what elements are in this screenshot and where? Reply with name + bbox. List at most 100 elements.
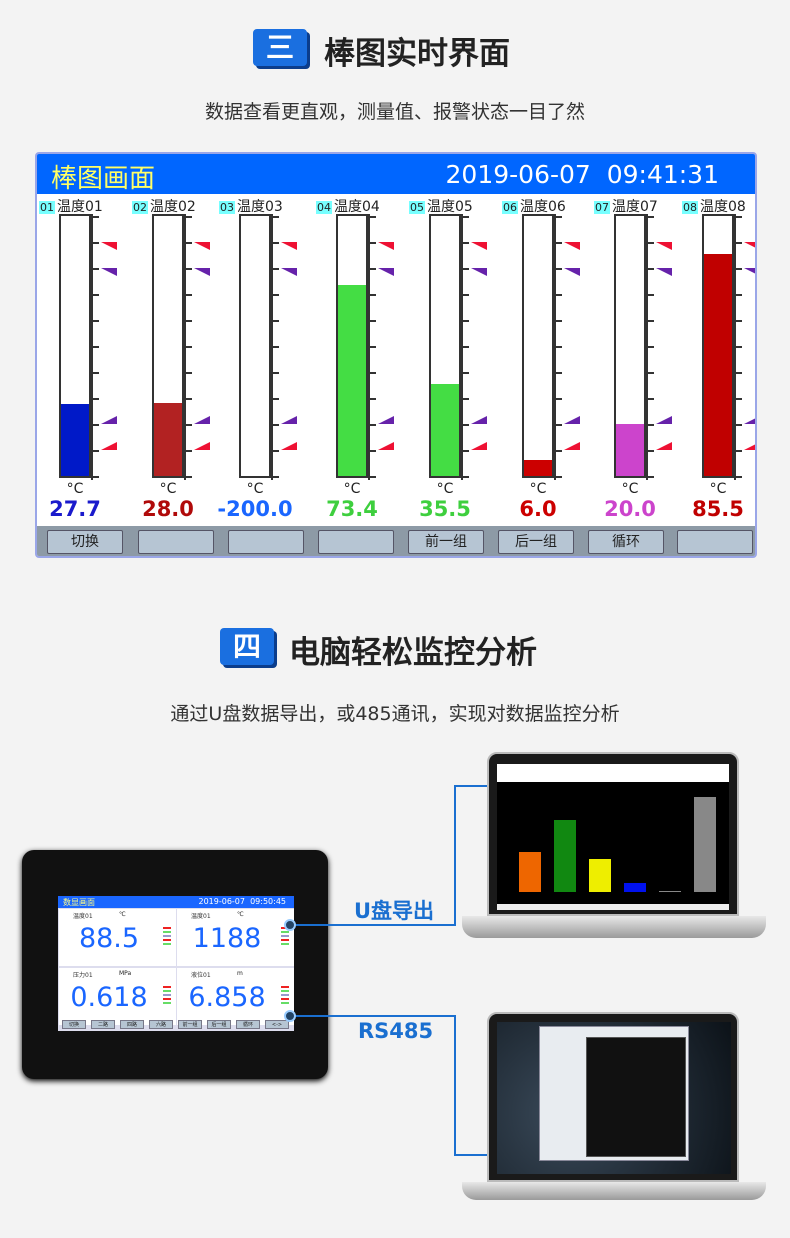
alarm-flag-icon <box>101 268 117 276</box>
bar-axis <box>734 214 736 480</box>
screen-button[interactable]: 切换 <box>47 530 123 554</box>
screen-button-blank[interactable] <box>318 530 394 554</box>
bar-tick <box>93 242 99 244</box>
alarm-indicator-icon <box>281 927 289 947</box>
bar-tick <box>93 476 99 478</box>
bar-tick <box>273 450 279 452</box>
bar-tick <box>463 268 469 270</box>
rs485-link-line <box>454 1154 490 1156</box>
bar-tick <box>93 346 99 348</box>
screen-button-blank[interactable] <box>138 530 214 554</box>
software-bar <box>519 852 541 892</box>
bar-tick <box>648 216 654 218</box>
software-bar <box>554 820 576 892</box>
alarm-flag-icon <box>378 268 394 276</box>
channel-value: 6.0 <box>519 497 557 521</box>
bar-tick <box>273 268 279 270</box>
channel-tag: 01 <box>39 201 55 214</box>
bar-fill <box>616 424 644 476</box>
device-button[interactable]: 六路 <box>149 1020 173 1029</box>
screen-button[interactable]: 后一组 <box>498 530 574 554</box>
alarm-flag-icon <box>281 268 297 276</box>
bar-tick <box>736 294 742 296</box>
bar-tick <box>463 398 469 400</box>
channel-value: 73.4 <box>326 497 378 521</box>
bar-tick <box>370 216 376 218</box>
bar-tick <box>186 424 192 426</box>
device-button[interactable]: <-> <box>265 1020 289 1029</box>
channel-tag: 02 <box>132 201 148 214</box>
software-tabs <box>497 904 729 910</box>
screen-button[interactable]: 前一组 <box>408 530 484 554</box>
device-button[interactable]: 四路 <box>120 1020 144 1029</box>
screen-datetime: 2019-06-07 09:41:31 <box>445 160 719 189</box>
bar-tick <box>186 294 192 296</box>
bar-tick <box>556 268 562 270</box>
device-button[interactable]: 切换 <box>62 1020 86 1029</box>
connector-dot <box>284 1010 296 1022</box>
section-subtitle: 通过U盘数据导出，或485通讯，实现对数据监控分析 <box>170 703 620 725</box>
software-window <box>539 1026 689 1161</box>
bar-tick <box>463 424 469 426</box>
usb-link-line <box>454 785 456 926</box>
laptop-base <box>462 1182 766 1200</box>
bar-tick <box>370 294 376 296</box>
alarm-flag-icon <box>281 242 297 250</box>
section-badge: 三 <box>253 29 307 66</box>
bar-tube <box>429 214 487 480</box>
alarm-flag-icon <box>194 442 210 450</box>
bar-tick <box>273 476 279 478</box>
device-screen: 数显画面 2019-06-07 09:50:45 温度01 ℃ 88.5 温度01 ℃… <box>58 896 294 1031</box>
button-bar: 切换 前一组 后一组 循环 <box>37 526 755 556</box>
channel-name: 温度05 <box>427 199 473 215</box>
bar-fill <box>704 253 732 476</box>
section-subtitle: 数据查看更直观，测量值、报警状态一目了然 <box>204 101 585 123</box>
device-button[interactable]: 前一组 <box>178 1020 202 1029</box>
alarm-indicator-icon <box>163 927 171 947</box>
channel-label: 05 温度05 <box>409 196 473 216</box>
channel-tag: 07 <box>594 201 610 214</box>
connector-dot <box>284 919 296 931</box>
cell-label: 液位01 <box>191 972 211 979</box>
alarm-flag-icon <box>471 442 487 450</box>
cell-value: 88.5 <box>78 923 140 954</box>
bar-tick <box>736 424 742 426</box>
bar-fill <box>524 460 552 476</box>
bar-tick <box>556 372 562 374</box>
bar-tick <box>370 242 376 244</box>
channel-value: 28.0 <box>142 497 194 521</box>
alarm-flag-icon <box>378 416 394 424</box>
bar-axis <box>461 214 463 480</box>
bar-tick <box>186 346 192 348</box>
bar-tube <box>239 214 297 480</box>
bar-tube <box>152 214 210 480</box>
usb-link-line <box>296 924 455 926</box>
device-button[interactable]: 循环 <box>236 1020 260 1029</box>
cell-unit: m <box>237 970 243 977</box>
bar-tick <box>648 346 654 348</box>
device-button[interactable]: 二路 <box>91 1020 115 1029</box>
alarm-flag-icon <box>281 416 297 424</box>
screen-button-blank[interactable] <box>677 530 753 554</box>
bar-tick <box>556 450 562 452</box>
bar-tick <box>93 424 99 426</box>
channel-label: 07 温度07 <box>594 196 658 216</box>
screen-button[interactable]: 循环 <box>588 530 664 554</box>
alarm-flag-icon <box>656 268 672 276</box>
alarm-flag-icon <box>564 242 580 250</box>
bar-tick <box>93 398 99 400</box>
bar-tick <box>93 216 99 218</box>
bar-tick <box>186 320 192 322</box>
cell-value: 1188 <box>192 923 262 954</box>
alarm-flag-icon <box>656 416 672 424</box>
cell-unit: ℃ <box>119 911 126 918</box>
screen-button-blank[interactable] <box>228 530 304 554</box>
display-device: 数显画面 2019-06-07 09:50:45 温度01 ℃ 88.5 温度01 ℃… <box>22 850 328 1079</box>
channel-label: 03 温度03 <box>219 196 283 216</box>
device-button[interactable]: 后一组 <box>207 1020 231 1029</box>
bar-tube <box>614 214 672 480</box>
cell-label: 温度01 <box>191 913 211 920</box>
bar-tick <box>186 450 192 452</box>
bar-tick <box>186 216 192 218</box>
alarm-flag-icon <box>471 242 487 250</box>
